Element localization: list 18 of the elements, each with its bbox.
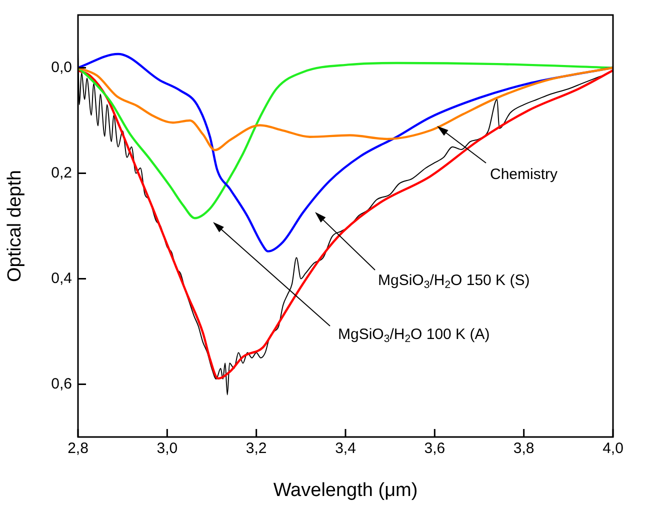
y-tick-label: 0,6	[51, 375, 72, 392]
x-tick-label: 3,4	[335, 440, 356, 458]
y-tick-label: 0,4	[51, 270, 72, 287]
annotation: MgSiO$_{3}$/H$_{2}$O 150 K (S)	[378, 272, 530, 291]
x-tick-label: 2,8	[68, 440, 88, 458]
y-tick-label: 0,2	[51, 164, 72, 182]
x-tick-label: 4,0	[602, 440, 624, 458]
line-series	[78, 62, 613, 220]
line-series	[78, 66, 613, 152]
y-axis-title: Optical depth	[4, 170, 26, 282]
annotation: MgSiO$_{3}$/H$_{2}$O 100 K (A)	[338, 326, 490, 345]
annotation: Chemistry	[490, 166, 558, 183]
x-axis-title: Wavelength (μm)	[273, 480, 418, 501]
x-tick-label: 3,0	[156, 440, 178, 458]
x-tick-label: 3,8	[513, 440, 534, 458]
x-tick-label: 3,6	[424, 440, 446, 458]
x-tick-label: 3,2	[246, 440, 267, 458]
y-tick-label: 0,0	[51, 58, 72, 76]
